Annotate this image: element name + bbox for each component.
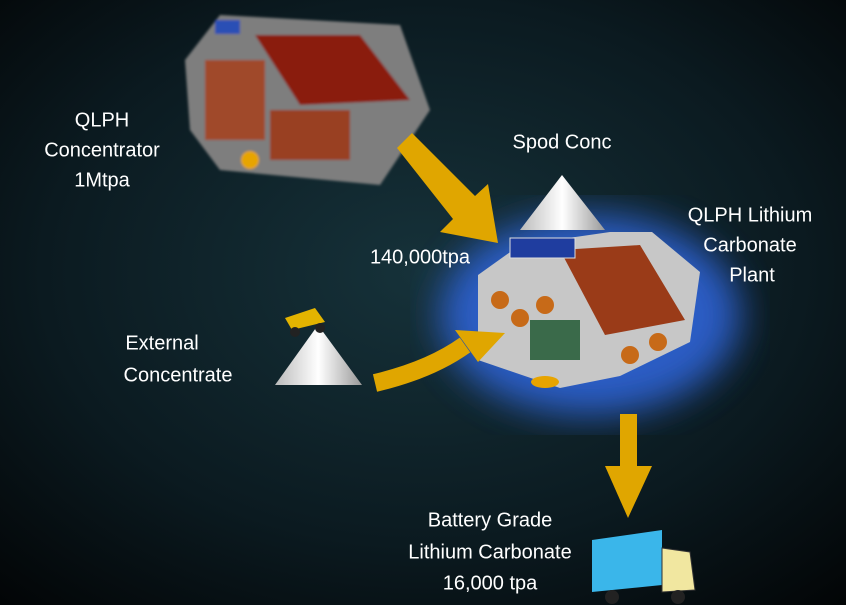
external-label: External — [125, 332, 198, 354]
feed-label: Spod Conc — [513, 131, 612, 153]
product-label: 16,000 tpa — [443, 572, 538, 594]
concentrator-label: 1Mtpa — [74, 169, 130, 191]
diagram: QLPH Concentrator 1Mtpa Spod Conc 140,00… — [0, 0, 846, 605]
plant-label: QLPH Lithium — [688, 204, 813, 226]
concentrator-image — [185, 15, 430, 185]
plant-label: Plant — [729, 264, 775, 286]
concentrator-label: QLPH — [75, 109, 129, 131]
product-label: Battery Grade — [428, 509, 553, 531]
product-label: Lithium Carbonate — [408, 541, 571, 563]
feed-rate: 140,000tpa — [370, 246, 471, 268]
concentrator-label: Concentrator — [44, 139, 160, 161]
external-label: Concentrate — [124, 364, 233, 386]
plant-label: Carbonate — [703, 234, 796, 256]
